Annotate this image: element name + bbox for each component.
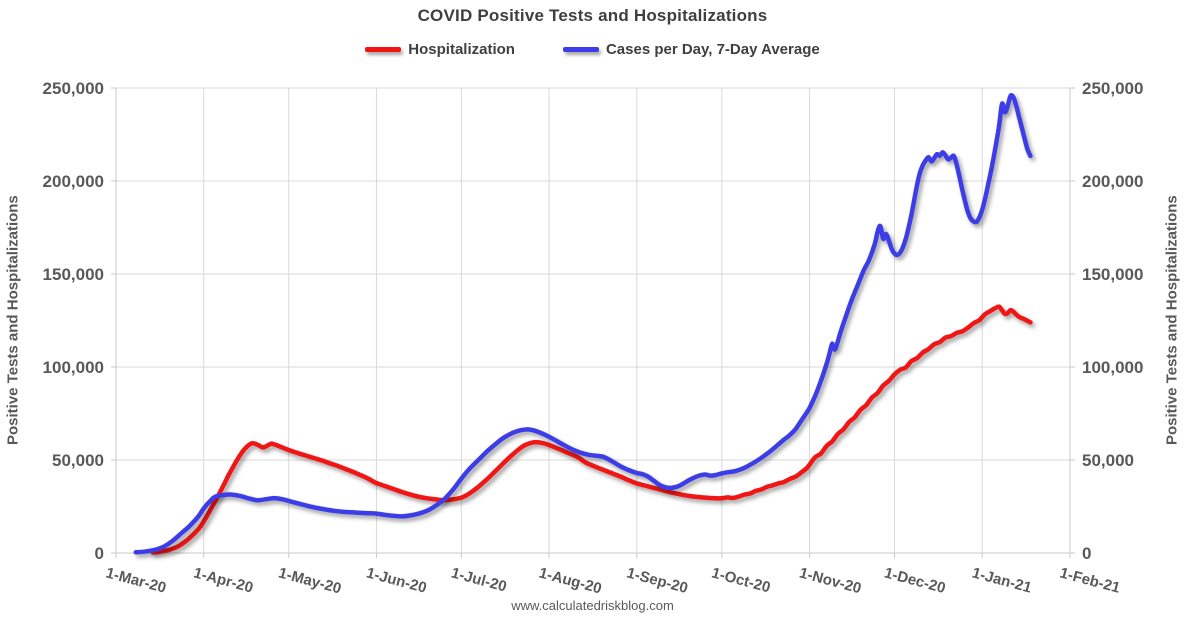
- x-tick-label: 1-Jul-20: [449, 564, 508, 595]
- x-tick-label: 1-Feb-21: [1058, 564, 1122, 596]
- series-line-cases: [133, 92, 1033, 555]
- legend: Hospitalization Cases per Day, 7-Day Ave…: [0, 41, 1185, 58]
- series-line-hospitalization: [150, 304, 1033, 555]
- y-tick-label-right: 0: [1082, 544, 1091, 563]
- legend-item-hospitalization: Hospitalization: [365, 41, 515, 58]
- hospitalization-line-swatch: [365, 47, 402, 52]
- legend-label-cases: Cases per Day, 7-Day Average: [605, 41, 820, 58]
- x-tick-label: 1-May-20: [277, 564, 343, 597]
- legend-label-hospitalization: Hospitalization: [408, 41, 515, 58]
- x-tick-label: 1-Sep-20: [625, 564, 690, 597]
- y-tick-label-right: 50,000: [1082, 451, 1134, 470]
- y-tick-label-right: 200,000: [1082, 172, 1143, 191]
- legend-item-cases: Cases per Day, 7-Day Average: [562, 41, 820, 58]
- y-tick-label-left: 200,000: [43, 172, 104, 191]
- y-tick-label-left: 100,000: [43, 358, 104, 377]
- cases-line-swatch: [562, 47, 599, 52]
- x-tick-label: 1-Oct-20: [710, 564, 772, 596]
- x-tick-label: 1-Jan-21: [970, 564, 1033, 596]
- source-url: www.calculatedriskblog.com: [511, 598, 674, 613]
- x-tick-label: 1-Aug-20: [537, 564, 603, 597]
- y-tick-label-right: 150,000: [1082, 265, 1143, 284]
- x-tick-label: 1-Apr-20: [192, 564, 255, 596]
- x-tick-label: 1-Jun-20: [364, 564, 428, 596]
- x-tick-label: 1-Nov-20: [798, 564, 864, 597]
- y-tick-label-left: 50,000: [52, 451, 104, 470]
- y-tick-label-left: 150,000: [43, 265, 104, 284]
- y-tick-label-left: 0: [95, 544, 104, 563]
- y-tick-label-right: 250,000: [1082, 79, 1143, 98]
- y-tick-label-right: 100,000: [1082, 358, 1143, 377]
- y-tick-label-left: 250,000: [43, 79, 104, 98]
- chart-title: COVID Positive Tests and Hospitalization…: [417, 6, 768, 25]
- x-tick-label: 1-Dec-20: [882, 564, 947, 597]
- x-tick-label: 1-Mar-20: [104, 564, 168, 596]
